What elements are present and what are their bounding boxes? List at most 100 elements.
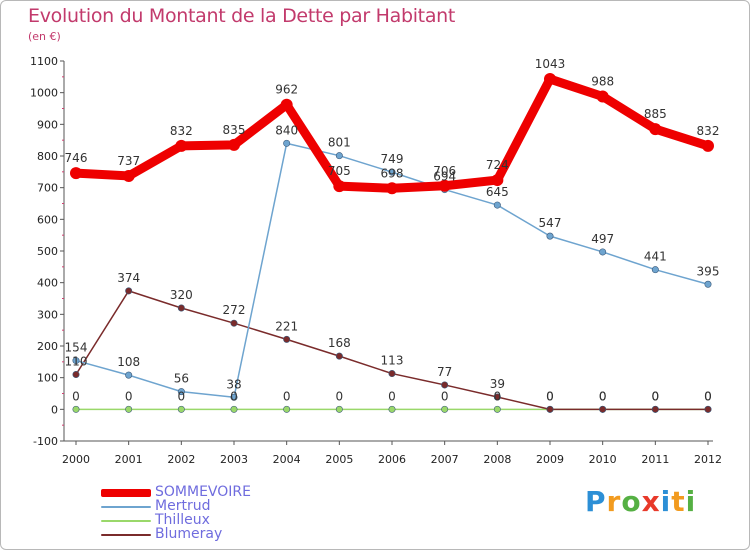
x-tick-label: 2001 [115, 453, 143, 466]
data-label-blumeray: 0 [704, 389, 712, 403]
data-point-mertrud [493, 201, 501, 209]
data-label-blumeray: 0 [546, 389, 554, 403]
proxiti-logo: Proxiti [585, 485, 696, 518]
y-tick-label: 400 [37, 277, 58, 290]
data-label-thilleux: 0 [178, 389, 186, 403]
logo-letter: r [606, 485, 622, 518]
data-label-blumeray: 168 [328, 336, 351, 350]
logo-letter: i [685, 485, 697, 518]
data-point-thilleux [335, 405, 343, 413]
x-tick-label: 2008 [483, 453, 511, 466]
x-tick-label: 2011 [641, 453, 669, 466]
data-label-thilleux: 0 [72, 389, 80, 403]
data-label-sommevoire: 988 [591, 74, 614, 88]
data-point-sommevoire [333, 180, 346, 193]
data-label-sommevoire: 706 [433, 164, 456, 178]
data-point-mertrud [704, 280, 712, 288]
data-label-mertrud: 154 [65, 341, 88, 355]
data-label-blumeray: 0 [652, 389, 660, 403]
data-point-blumeray [651, 405, 659, 413]
legend-label: Thilleux [155, 512, 210, 528]
data-point-sommevoire [649, 123, 662, 136]
x-tick-label: 2002 [167, 453, 195, 466]
data-point-blumeray [283, 335, 291, 343]
y-tick-label: 800 [37, 150, 58, 163]
data-label-sommevoire: 885 [644, 107, 667, 121]
data-label-mertrud: 395 [697, 264, 720, 278]
data-point-thilleux [72, 405, 80, 413]
data-point-blumeray [230, 319, 238, 327]
y-tick-label: -100 [33, 435, 58, 448]
legend-swatch [101, 506, 151, 508]
y-tick-label: 700 [37, 182, 58, 195]
data-label-blumeray: 77 [437, 365, 452, 379]
data-point-sommevoire [280, 98, 293, 111]
data-label-thilleux: 0 [704, 389, 712, 403]
logo-letter: i [660, 485, 672, 518]
data-label-blumeray: 113 [381, 354, 404, 368]
data-label-thilleux: 0 [652, 389, 660, 403]
data-point-blumeray [441, 381, 449, 389]
y-tick-label: 0 [51, 403, 58, 416]
data-label-blumeray: 39 [490, 377, 505, 391]
data-label-thilleux: 0 [230, 389, 238, 403]
legend-label: Mertrud [155, 498, 211, 514]
data-label-mertrud: 108 [117, 355, 140, 369]
data-point-sommevoire [386, 182, 398, 195]
x-tick-label: 2009 [536, 453, 564, 466]
data-label-mertrud: 441 [644, 250, 667, 264]
data-point-sommevoire [491, 174, 504, 187]
data-point-blumeray [599, 405, 607, 413]
data-point-sommevoire [122, 169, 135, 182]
x-tick-label: 2012 [694, 453, 722, 466]
data-point-mertrud [388, 168, 396, 176]
data-point-mertrud [283, 139, 291, 147]
data-point-sommevoire [544, 73, 556, 86]
data-point-mertrud [230, 393, 238, 401]
data-label-mertrud: 497 [591, 232, 614, 246]
data-point-blumeray [125, 287, 133, 295]
data-label-mertrud: 840 [275, 123, 298, 137]
data-point-mertrud [546, 232, 554, 240]
data-label-sommevoire: 832 [170, 124, 193, 138]
y-tick-label: 300 [37, 308, 58, 321]
data-point-blumeray [493, 393, 501, 401]
data-label-sommevoire: 746 [65, 151, 88, 165]
data-point-blumeray [704, 405, 712, 413]
data-point-sommevoire [438, 179, 451, 192]
data-label-sommevoire: 737 [117, 154, 140, 168]
data-point-sommevoire [702, 139, 714, 152]
data-point-blumeray [388, 370, 396, 378]
chart-subtitle: (en €) [28, 30, 61, 43]
data-label-sommevoire: 835 [223, 123, 246, 137]
data-point-mertrud [599, 248, 607, 256]
x-tick-label: 2004 [273, 453, 301, 466]
x-tick-label: 2006 [378, 453, 406, 466]
data-label-mertrud: 694 [433, 170, 456, 184]
data-label-mertrud: 645 [486, 185, 509, 199]
data-point-sommevoire [596, 90, 609, 103]
x-tick-label: 2003 [220, 453, 248, 466]
data-label-sommevoire: 1043 [535, 57, 566, 71]
legend-label: SOMMEVOIRE [155, 484, 251, 500]
data-point-thilleux [388, 405, 396, 413]
data-point-sommevoire [175, 139, 188, 152]
logo-letter: x [641, 485, 661, 518]
data-point-mertrud [651, 266, 659, 274]
data-label-sommevoire: 962 [275, 83, 298, 97]
legend-label: Blumeray [155, 526, 223, 542]
legend-swatch [101, 534, 151, 536]
data-label-sommevoire: 724 [486, 158, 509, 172]
y-tick-label: 200 [37, 340, 58, 353]
data-point-blumeray [335, 352, 343, 360]
logo-letter: P [585, 485, 607, 518]
data-label-blumeray: 272 [223, 303, 246, 317]
data-point-thilleux [493, 405, 501, 413]
data-label-blumeray: 320 [170, 288, 193, 302]
data-point-blumeray [177, 304, 185, 312]
data-label-sommevoire: 705 [328, 164, 351, 178]
data-label-thilleux: 0 [599, 389, 607, 403]
data-label-thilleux: 0 [336, 389, 344, 403]
y-tick-label: 1000 [30, 87, 58, 100]
